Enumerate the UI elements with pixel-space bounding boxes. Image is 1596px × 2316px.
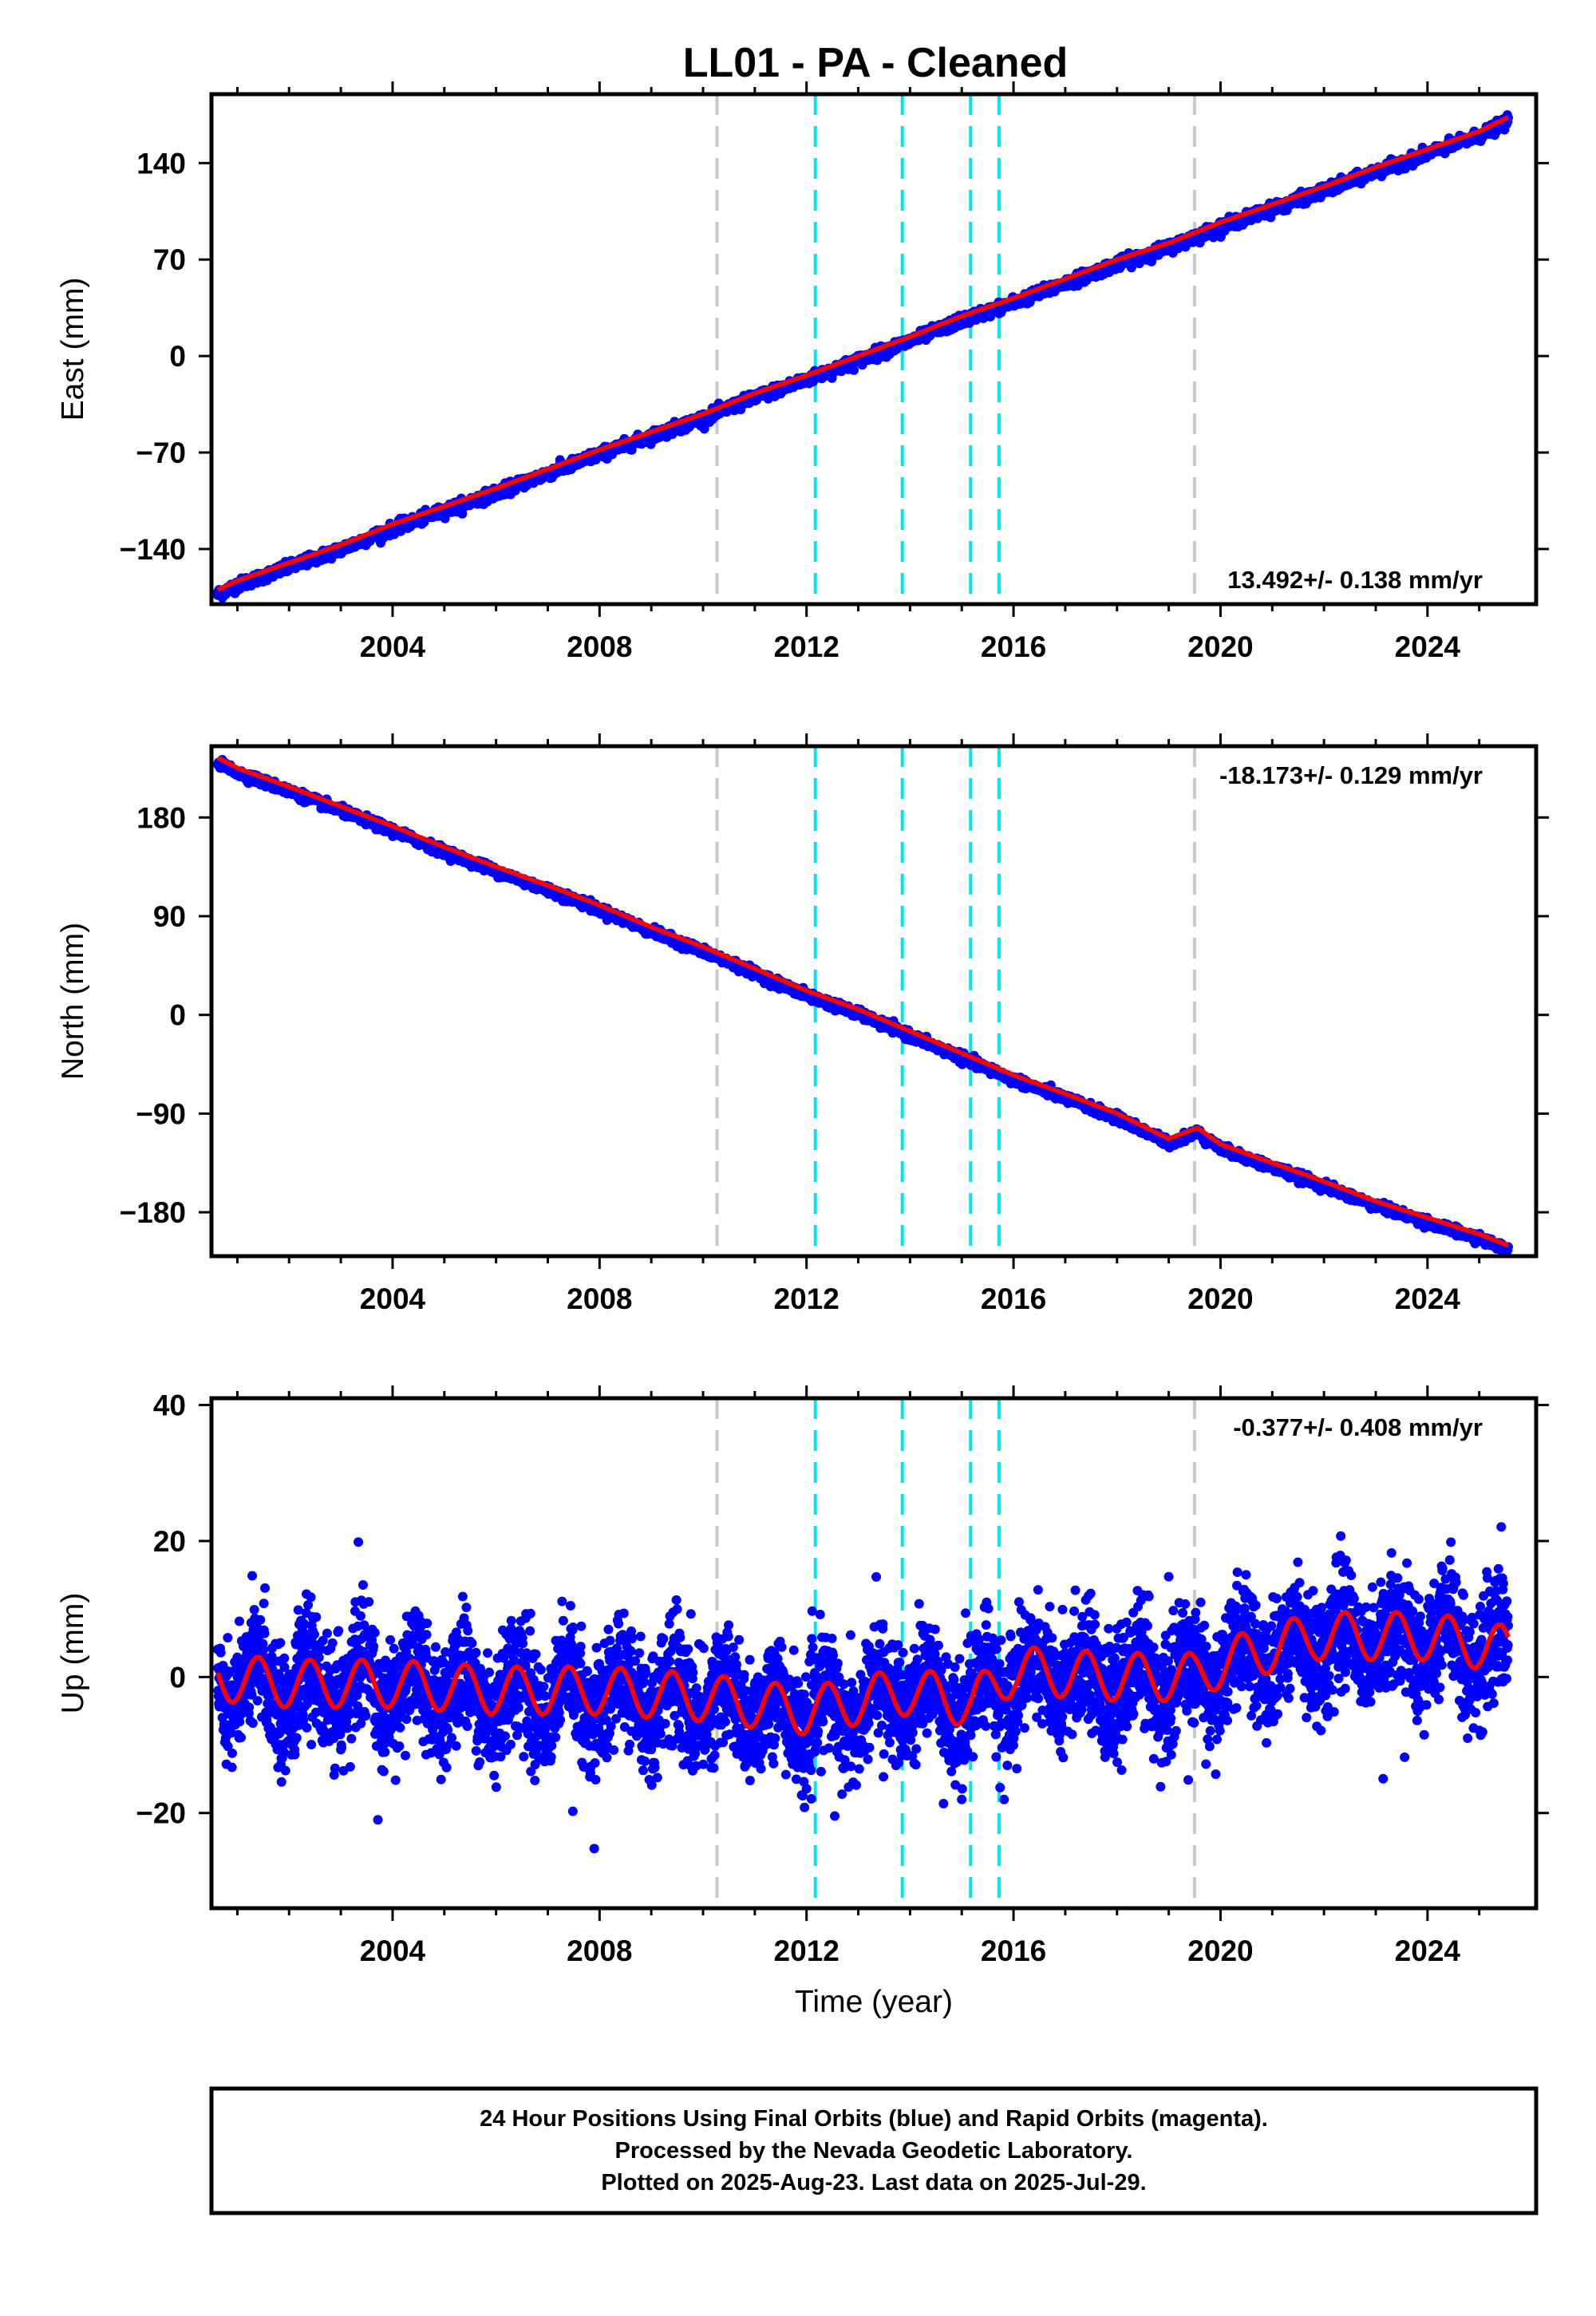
east-xtick-label: 2024 <box>1395 630 1461 663</box>
north-xtick-label: 2008 <box>567 1282 632 1315</box>
north-xtick-label: 2016 <box>981 1282 1046 1315</box>
up-ytick-label: 20 <box>153 1525 186 1558</box>
up-xlabel: Time (year) <box>795 1985 953 2019</box>
north-xtick-label: 2004 <box>360 1282 426 1315</box>
up-points <box>212 1522 1513 1854</box>
up-xtick-label: 2012 <box>774 1935 839 1967</box>
up-frame <box>209 1396 1539 1911</box>
north-ytick-label: 90 <box>153 900 186 933</box>
up-plot-area <box>212 1398 1513 1908</box>
footer-line-2: Processed by the Nevada Geodetic Laborat… <box>615 2138 1133 2164</box>
north-xtick-label: 2020 <box>1187 1282 1253 1315</box>
east-xtick-label: 2012 <box>774 630 839 663</box>
panel-east: 2004 2008 2012 2016 2020 2024 −140 −70 0 70 140 Eas… <box>56 81 1549 663</box>
up-ylabel: Up (mm) <box>56 1593 90 1714</box>
east-ylabel: East (mm) <box>56 278 90 421</box>
east-xtick-label: 2020 <box>1187 630 1253 663</box>
north-ylabel: North (mm) <box>56 923 90 1080</box>
figure-title: LL01 - PA - Cleaned <box>683 40 1069 86</box>
panel-north: 2004 2008 2012 2016 2020 2024 −180 −90 0 90 180 Nor… <box>56 733 1549 1315</box>
up-model-fit <box>215 1610 1511 1737</box>
footer-line-3: Plotted on 2025-Aug-23. Last data on 202… <box>601 2170 1146 2195</box>
east-ytick-label: 70 <box>153 243 186 276</box>
up-ytick-label: 40 <box>153 1389 186 1422</box>
up-xtick-label: 2016 <box>981 1935 1046 1967</box>
up-xtick-label: 2020 <box>1187 1935 1253 1967</box>
north-xtick-label: 2012 <box>774 1282 839 1315</box>
north-rate-label: -18.173+/- 0.129 mm/yr <box>1219 761 1483 789</box>
north-xtick-label: 2024 <box>1395 1282 1461 1315</box>
north-frame <box>209 744 1539 1259</box>
up-rate-label: -0.377+/- 0.408 mm/yr <box>1233 1413 1483 1441</box>
up-ytick-label: 0 <box>169 1661 186 1694</box>
up-xtick-label: 2024 <box>1395 1935 1461 1967</box>
up-ytick-label: −20 <box>136 1797 186 1830</box>
footer-line-1: 24 Hour Positions Using Final Orbits (bl… <box>480 2106 1268 2132</box>
east-model-fit <box>215 115 1511 592</box>
east-ytick-label: 140 <box>136 147 186 180</box>
footer-box: 24 Hour Positions Using Final Orbits (bl… <box>209 2086 1539 2215</box>
up-xtick-label: 2008 <box>567 1935 632 1967</box>
footer-frame <box>209 2086 1539 2215</box>
east-xtick-label: 2016 <box>981 630 1046 663</box>
north-ytick-label: 0 <box>169 999 186 1032</box>
east-ytick-label: 0 <box>169 340 186 373</box>
east-xtick-label: 2008 <box>567 630 632 663</box>
east-frame <box>209 92 1539 607</box>
east-ytick-label: −140 <box>120 533 186 566</box>
north-model-fit <box>215 755 1511 1248</box>
east-ytick-label: −70 <box>136 437 186 469</box>
north-ytick-label: 180 <box>136 801 186 834</box>
north-plot-area <box>212 746 1513 1256</box>
north-ytick-label: −180 <box>120 1196 186 1229</box>
north-ytick-label: −90 <box>136 1097 186 1130</box>
up-xtick-label: 2004 <box>360 1935 426 1967</box>
east-rate-label: 13.492+/- 0.138 mm/yr <box>1227 566 1483 594</box>
east-xtick-label: 2004 <box>360 630 426 663</box>
panels: 2004 2008 2012 2016 2020 2024 −140 −70 0 70 140 Eas… <box>56 81 1549 2019</box>
east-plot-area <box>212 94 1513 604</box>
panel-up: 2004 2008 2012 2016 2020 2024 −20 0 20 40 Up (mm) T… <box>56 1385 1549 2019</box>
